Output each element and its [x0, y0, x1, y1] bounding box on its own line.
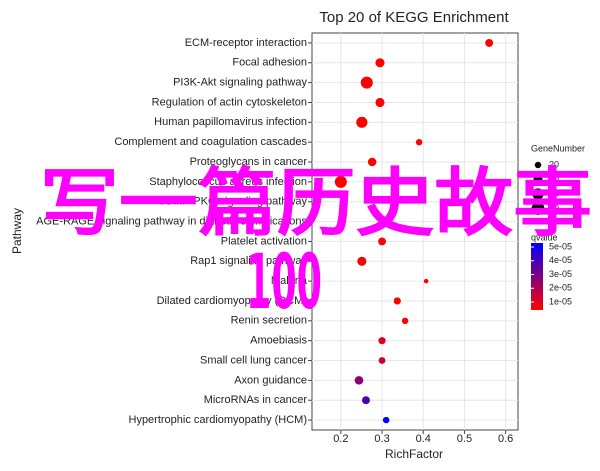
- overlay-text: 写一篇历史故事: [40, 161, 592, 247]
- chart-title: Top 20 of KEGG Enrichment: [319, 9, 509, 26]
- y-tick-label: ECM-receptor interaction: [185, 37, 307, 49]
- y-tick-label: Renin secretion: [231, 315, 307, 327]
- y-tick-label: Regulation of actin cytoskeleton: [152, 96, 307, 108]
- color-tick-label: 2e-05: [549, 283, 572, 293]
- y-tick-label: Staphylococcus aureus infection: [149, 176, 307, 188]
- y-tick-label: Small cell lung cancer: [200, 354, 307, 366]
- x-tick-label: 0.4: [416, 433, 431, 445]
- bubble: [378, 357, 386, 364]
- y-tick-label: Amoebiasis: [250, 335, 307, 347]
- y-tick-label: AGE-RAGE signaling pathway in diabetic c…: [36, 215, 307, 227]
- bubble: [378, 337, 386, 345]
- y-axis-title: Pathway: [10, 208, 24, 254]
- color-tick-label: 1e-05: [549, 296, 572, 306]
- color-bar: [531, 243, 543, 310]
- overlay: 写一篇历史故事 100: [40, 161, 592, 327]
- color-tick-label: 4e-05: [549, 255, 572, 265]
- bubble: [389, 197, 399, 207]
- y-tick-label: Platelet activation: [221, 235, 307, 247]
- bubble: [382, 416, 390, 424]
- legend-label: 20: [549, 159, 559, 169]
- x-tick-label: 0.5: [457, 433, 472, 445]
- bubble: [393, 297, 401, 305]
- bubble: [485, 38, 494, 47]
- legend-label: 60: [549, 188, 559, 198]
- bubble: [385, 217, 393, 226]
- y-tick-label: MicroRNAs in cancer: [204, 394, 308, 406]
- y-tick-label: Focal adhesion: [232, 57, 307, 69]
- y-tick-label: Complement and coagulation cascades: [114, 136, 307, 148]
- overlay-text: 100: [246, 237, 322, 326]
- color-legend-title: qvalue: [531, 232, 558, 242]
- y-tick-label: Dilated cardiomyopathy (DCM): [157, 295, 307, 307]
- bubble: [362, 396, 370, 405]
- legend-label: 40: [549, 174, 559, 184]
- x-tick-label: 0.3: [374, 433, 389, 445]
- bubble: [375, 58, 385, 68]
- plot-panel: [311, 32, 519, 431]
- legend-bubble: [533, 174, 543, 185]
- y-tick-label: Proteoglycans in cancer: [190, 156, 308, 168]
- bubble: [367, 157, 377, 167]
- bubble: [356, 116, 368, 128]
- legend-bubble: [532, 188, 544, 200]
- legend-bubble: [531, 202, 545, 215]
- legend-label: 80: [549, 203, 559, 213]
- bubble: [378, 237, 386, 246]
- bubble: [415, 138, 423, 146]
- bubble: [360, 76, 373, 89]
- bubble: [375, 97, 385, 108]
- x-axis-title: RichFactor: [385, 447, 443, 461]
- x-tick-label: 0.6: [498, 433, 513, 445]
- y-tick-label: Hypertrophic cardiomyopathy (HCM): [129, 414, 308, 426]
- x-tick-label: 0.2: [333, 433, 348, 445]
- bubble: [401, 317, 409, 325]
- y-tick-label: Axon guidance: [234, 374, 307, 386]
- y-tick-label: Rap1 signaling pathway: [190, 255, 307, 267]
- color-tick-label: 5e-05: [549, 241, 572, 251]
- color-tick-label: 3e-05: [549, 269, 572, 279]
- size-legend-title: GeneNumber: [531, 143, 585, 153]
- bubble: [357, 256, 367, 266]
- bubble: [423, 278, 429, 284]
- y-tick-label: Human papillomavirus infection: [154, 116, 307, 128]
- y-tick-label: cGMP-PKG signaling pathway: [159, 196, 307, 208]
- legend-bubble: [534, 161, 542, 169]
- y-tick-label: PI3K-Akt signaling pathway: [173, 77, 307, 89]
- bubble: [354, 376, 364, 385]
- y-tick-label: Malaria: [271, 275, 308, 287]
- bubble: [334, 175, 347, 188]
